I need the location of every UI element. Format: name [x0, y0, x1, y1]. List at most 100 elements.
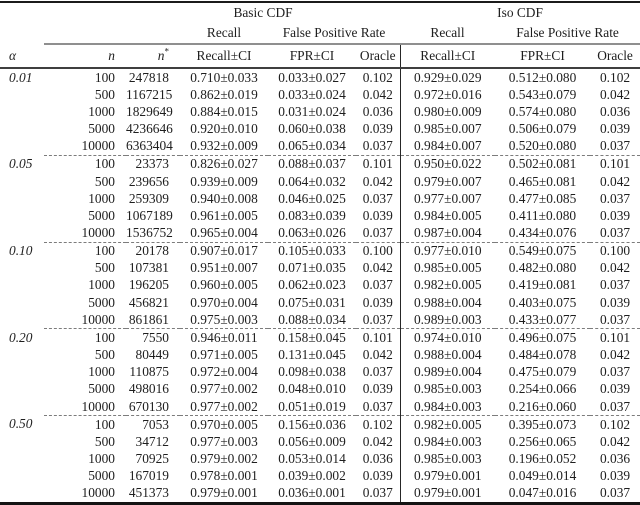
col-header-n: n: [44, 44, 126, 69]
basic-oracle-cell: 0.037: [362, 277, 393, 293]
table-row: 5000 498016 0.977±0.002 0.048±0.010 0.03…: [0, 380, 640, 398]
basic-recall-cell: 0.862±0.019: [190, 86, 258, 102]
basic-oracle-cell: 0.037: [362, 138, 393, 154]
iso-recall-cell: 0.950±0.022: [399, 154, 496, 173]
n-star-cell: 167019: [128, 468, 169, 484]
basic-oracle-cell: 0.039: [362, 294, 393, 310]
n-star-cell: 247818: [128, 69, 169, 85]
iso-fpr-cell: 0.419±0.081: [508, 277, 577, 293]
iso-fpr-cell: 0.465±0.081: [508, 173, 577, 189]
n-star-cell: 23373: [126, 154, 180, 173]
col-header-basic-fpr-ci: FPR±CI: [268, 44, 356, 69]
subheader-basic-recall: Recall: [180, 23, 268, 45]
basic-recall-cell: 0.977±0.003: [190, 433, 258, 449]
basic-fpr-cell: 0.033±0.024: [278, 86, 346, 102]
basic-fpr-cell: 0.031±0.024: [278, 103, 346, 119]
table-row: 5000 4236646 0.920±0.010 0.060±0.038 0.0…: [0, 120, 640, 138]
iso-recall-cell: 0.979±0.007: [399, 172, 496, 191]
n-cell: 10000: [81, 138, 115, 154]
table-row: 500 107381 0.951±0.007 0.071±0.035 0.042…: [0, 259, 640, 277]
iso-recall-cell: 0.984±0.007: [399, 137, 496, 156]
alpha-cell: [0, 364, 44, 381]
basic-recall-cell: 0.907±0.017: [180, 241, 268, 260]
basic-oracle-cell: 0.042: [362, 173, 393, 189]
iso-oracle-cell: 0.036: [599, 103, 631, 119]
col-header-alpha: α: [0, 44, 44, 69]
basic-fpr-cell: 0.056±0.009: [278, 433, 346, 449]
table-row: 0.50 100 7053 0.970±0.005 0.156±0.036 0.…: [0, 415, 640, 434]
alpha-cell: [0, 468, 44, 485]
iso-fpr-cell: 0.502±0.081: [495, 154, 591, 173]
n-star-cell: 1536752: [126, 224, 173, 240]
iso-oracle-cell: 0.039: [599, 468, 631, 484]
basic-oracle-cell: 0.036: [362, 451, 393, 467]
n-star-cell: 20178: [126, 241, 180, 260]
alpha-cell: 0.10: [9, 242, 33, 258]
alpha-cell: 0.05: [9, 156, 33, 172]
iso-recall-cell: 0.987±0.004: [399, 224, 496, 243]
iso-fpr-cell: 0.049±0.014: [508, 468, 577, 484]
basic-recall-cell: 0.940±0.008: [190, 190, 258, 206]
iso-fpr-cell: 0.482±0.080: [508, 260, 577, 276]
iso-fpr-cell: 0.434±0.076: [508, 224, 577, 240]
basic-recall-cell: 0.972±0.004: [190, 364, 258, 380]
alpha-cell: 0.01: [9, 69, 33, 85]
iso-fpr-cell: 0.196±0.052: [508, 451, 577, 467]
basic-oracle-cell: 0.042: [362, 347, 393, 363]
spacer-cell: [44, 23, 180, 45]
iso-fpr-cell: 0.520±0.080: [508, 138, 577, 154]
iso-fpr-cell: 0.512±0.080: [508, 69, 577, 85]
basic-recall-cell: 0.884±0.015: [190, 103, 258, 119]
table-row: 500 239656 0.939±0.009 0.064±0.032 0.042…: [0, 172, 640, 191]
iso-fpr-cell: 0.477±0.085: [508, 190, 577, 206]
iso-recall-cell: 0.985±0.005: [399, 259, 496, 277]
iso-fpr-cell: 0.574±0.080: [508, 103, 577, 119]
iso-oracle-cell: 0.100: [590, 241, 640, 260]
iso-oracle-cell: 0.042: [599, 173, 631, 189]
basic-oracle-cell: 0.036: [362, 103, 393, 119]
basic-recall-cell: 0.977±0.002: [190, 381, 258, 397]
n-cell: 1000: [88, 451, 115, 467]
basic-recall-cell: 0.978±0.001: [190, 468, 258, 484]
table-row: 10000 6363404 0.932±0.009 0.065±0.034 0.…: [0, 137, 640, 156]
n-cell: 1000: [88, 103, 115, 119]
alpha-cell: [0, 260, 44, 277]
iso-oracle-cell: 0.039: [599, 121, 631, 137]
n-star-cell: 107381: [128, 260, 169, 276]
column-header-row: α n n* Recall±CI FPR±CI Oracle Recall±CI…: [0, 44, 640, 69]
iso-recall-cell: 0.979±0.001: [399, 467, 496, 485]
iso-oracle-cell: 0.101: [590, 328, 640, 347]
iso-oracle-cell: 0.037: [599, 398, 631, 414]
n-star-cell: 1167215: [126, 86, 173, 102]
group-header-row: Basic CDF Iso CDF: [0, 1, 640, 23]
basic-fpr-cell: 0.131±0.045: [278, 347, 346, 363]
basic-recall-cell: 0.961±0.005: [190, 207, 258, 223]
basic-fpr-cell: 0.033±0.027: [278, 69, 346, 85]
basic-oracle-cell: 0.101: [356, 328, 401, 347]
col-header-iso-recall-ci: Recall±CI: [399, 44, 496, 69]
iso-recall-cell: 0.982±0.005: [399, 415, 496, 434]
alpha-cell: [0, 398, 44, 416]
table-row: 500 1167215 0.862±0.019 0.033±0.024 0.04…: [0, 86, 640, 104]
iso-fpr-cell: 0.411±0.080: [508, 207, 577, 223]
iso-oracle-cell: 0.037: [599, 190, 631, 206]
table-row: 1000 259309 0.940±0.008 0.046±0.025 0.03…: [0, 190, 640, 208]
table-row: 0.10 100 20178 0.907±0.017 0.105±0.033 0…: [0, 241, 640, 260]
n-star-cell: 6363404: [126, 138, 173, 154]
n-cell: 100: [44, 415, 126, 434]
basic-oracle-cell: 0.042: [362, 86, 393, 102]
table-row: 0.20 100 7550 0.946±0.011 0.158±0.045 0.…: [0, 328, 640, 347]
table-row: 5000 1067189 0.961±0.005 0.083±0.039 0.0…: [0, 207, 640, 225]
basic-fpr-cell: 0.048±0.010: [278, 381, 346, 397]
iso-oracle-cell: 0.042: [599, 86, 631, 102]
col-header-n-star: n*: [126, 44, 180, 69]
iso-recall-cell: 0.972±0.016: [399, 86, 496, 104]
iso-fpr-cell: 0.254±0.066: [508, 381, 577, 397]
basic-fpr-cell: 0.098±0.038: [278, 364, 346, 380]
col-header-iso-oracle: Oracle: [590, 44, 640, 69]
iso-fpr-cell: 0.216±0.060: [508, 398, 577, 414]
n-star-cell: 456821: [128, 294, 169, 310]
iso-oracle-cell: 0.042: [599, 347, 631, 363]
n-cell: 5000: [88, 381, 115, 397]
spacer-cell: [0, 23, 44, 44]
